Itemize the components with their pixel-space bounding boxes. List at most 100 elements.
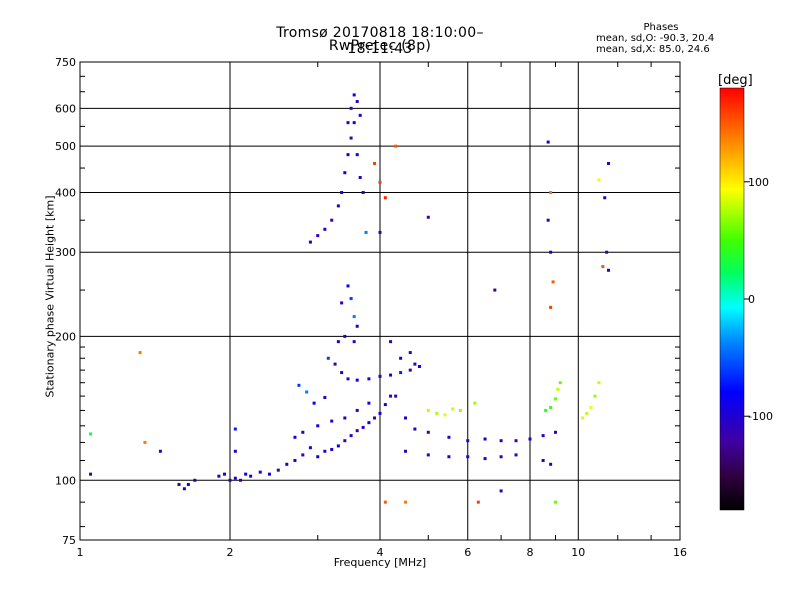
data-point [217,474,221,478]
data-point [378,180,382,184]
data-point [603,196,607,200]
data-point [408,368,412,372]
data-point [549,405,553,409]
data-point [607,161,611,165]
data-point [267,472,271,476]
data-point [358,113,362,117]
data-point [514,453,518,457]
data-point [343,334,347,338]
data-point [361,425,365,429]
data-point [138,351,142,355]
data-point [394,144,398,148]
data-point [549,190,553,194]
data-point [589,405,593,409]
data-point [408,351,412,355]
data-point [551,280,555,284]
data-point [343,439,347,443]
data-point [89,432,93,436]
data-point [383,196,387,200]
data-point [316,455,320,459]
data-point [466,455,470,459]
data-point [605,250,609,254]
y-tick-label: 750 [55,56,76,69]
data-point [597,178,601,182]
data-point [514,439,518,443]
data-point [343,171,347,175]
data-point [316,234,320,238]
data-point [426,215,430,219]
y-tick-label: 400 [55,186,76,199]
y-tick-label: 100 [55,474,76,487]
scatter-points [89,93,611,504]
data-point [403,449,407,453]
colorbar-unit-label: [deg] [718,73,753,88]
data-point [233,476,237,480]
data-point [297,383,301,387]
data-point [305,390,309,394]
data-point [581,416,585,420]
data-point [346,153,350,157]
phase-stats: Phases mean, sd,O: -90.3, 20.4 mean, sd,… [596,22,726,55]
colorbar-ticks: 100 0 -100 [744,176,773,423]
data-point [476,500,480,504]
data-point [483,457,487,461]
data-point [336,340,340,344]
y-tick-label: 600 [55,102,76,115]
data-point [244,472,248,476]
x-tick-label: 2 [227,546,234,559]
data-point [193,478,197,482]
data-point [340,371,344,375]
data-point [367,421,371,425]
data-point [443,413,447,417]
data-point [499,439,503,443]
phase-stats-x: mean, sd,X: 85.0, 24.6 [596,44,710,55]
data-point [426,430,430,434]
data-point [323,449,327,453]
data-point [355,378,359,382]
data-point [544,408,548,412]
data-point [346,377,350,381]
data-point [389,394,393,398]
data-point [343,416,347,420]
colorbar-tick-label: 100 [748,176,769,189]
data-point [308,446,312,450]
data-point [249,474,253,478]
data-point [549,250,553,254]
data-point [352,315,356,319]
data-point [541,434,545,438]
data-point [556,387,560,391]
x-tick-label: 10 [571,546,585,559]
data-point [182,487,186,491]
data-point [546,218,550,222]
data-point [367,377,371,381]
data-point [403,500,407,504]
colorbar-tick-label: 0 [748,293,755,306]
data-point [301,430,305,434]
x-tick-label: 8 [527,546,534,559]
data-point [607,268,611,272]
data-point [352,340,356,344]
y-tick-label: 300 [55,246,76,259]
data-point [593,394,597,398]
data-point [293,435,297,439]
data-point [378,374,382,378]
data-point [355,100,359,104]
colorbar: [deg] 100 0 -100 [718,73,773,511]
data-point [447,435,451,439]
plot-frame [79,61,681,541]
data-point [323,395,327,399]
data-point [447,455,451,459]
data-point [349,136,353,140]
data-point [394,394,398,398]
data-point [301,453,305,457]
data-point [355,429,359,433]
data-point [601,265,605,269]
data-point [312,401,316,405]
data-point [426,453,430,457]
data-point [553,430,557,434]
data-point [186,482,190,486]
data-point [276,468,280,472]
data-point [493,288,497,292]
x-tick-label: 6 [464,546,471,559]
